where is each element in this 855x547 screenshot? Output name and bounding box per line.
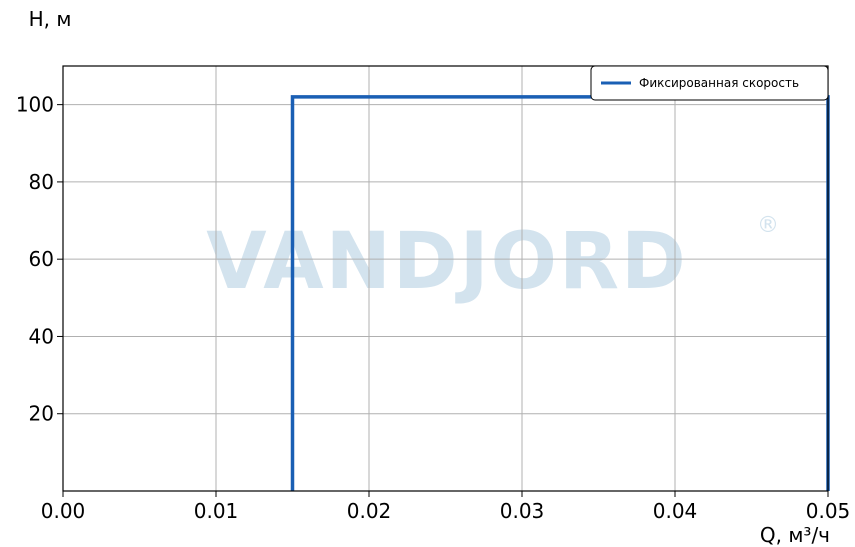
legend: Фиксированная скорость xyxy=(590,65,829,101)
legend-label: Фиксированная скорость xyxy=(639,76,799,90)
x-tick-label: 0.05 xyxy=(806,499,851,523)
x-tick-label: 0.02 xyxy=(347,499,392,523)
y-tick-label: 60 xyxy=(29,247,54,271)
legend-box xyxy=(590,65,829,101)
watermark: VANDJORD ® xyxy=(206,213,779,307)
ticks: 0.00 0.01 0.02 0.03 0.04 0.05 20 40 60 80 100 xyxy=(16,93,850,523)
y-tick-label: 80 xyxy=(29,170,54,194)
plot-frame xyxy=(62,65,829,492)
y-tick-label: 20 xyxy=(29,402,54,426)
x-tick-label: 0.04 xyxy=(653,499,698,523)
y-tick-label: 100 xyxy=(16,93,54,117)
y-axis-label: H, м xyxy=(29,7,72,31)
watermark-registered-mark: ® xyxy=(757,213,779,238)
x-tick-label: 0.03 xyxy=(500,499,545,523)
y-tick-label: 40 xyxy=(29,324,54,348)
x-tick-label: 0.01 xyxy=(194,499,239,523)
x-tick-label: 0.00 xyxy=(41,499,86,523)
watermark-text: VANDJORD xyxy=(206,217,688,307)
x-axis-label: Q, м³/ч xyxy=(760,523,830,547)
